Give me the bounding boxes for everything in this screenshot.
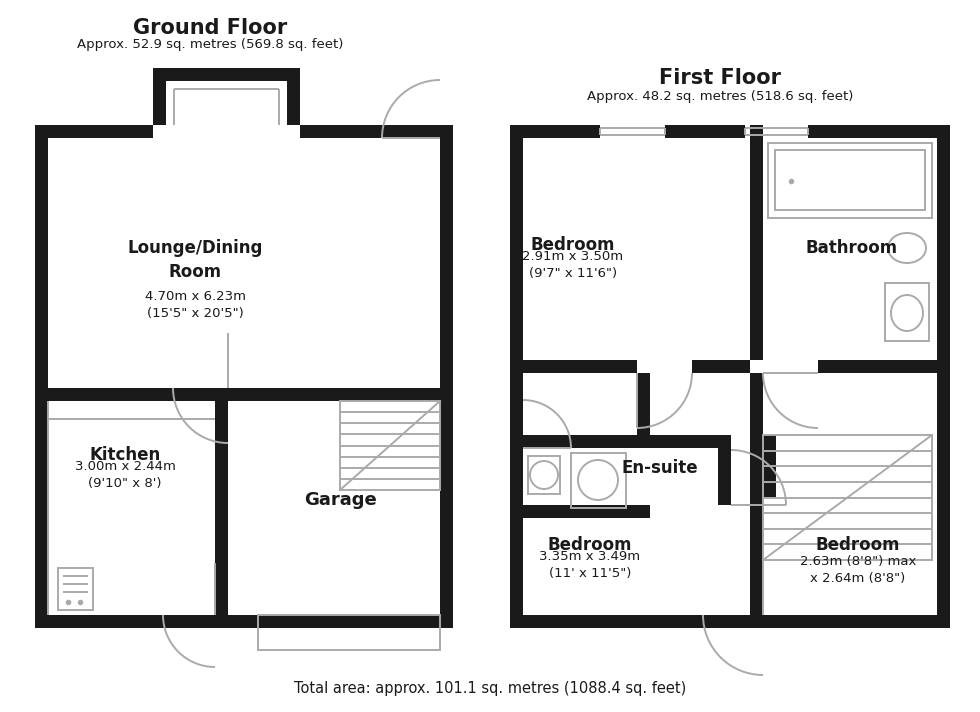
Bar	[35, 125, 153, 138]
Text: 4.70m x 6.23m
(15'5" x 20'5"): 4.70m x 6.23m (15'5" x 20'5")	[144, 290, 246, 320]
Bar	[510, 125, 600, 138]
Text: Approx. 48.2 sq. metres (518.6 sq. feet): Approx. 48.2 sq. metres (518.6 sq. feet)	[587, 90, 854, 103]
Text: En-suite: En-suite	[621, 459, 699, 477]
Bar	[528, 456, 560, 494]
Bar	[510, 615, 950, 628]
Bar	[637, 373, 650, 435]
Text: Kitchen: Kitchen	[89, 446, 161, 464]
Bar	[340, 401, 440, 490]
Bar	[750, 125, 763, 360]
Bar	[571, 453, 626, 508]
Bar	[523, 505, 650, 518]
Bar	[692, 360, 750, 373]
Bar	[440, 125, 453, 628]
Bar	[35, 615, 453, 628]
Bar	[153, 68, 166, 125]
Text: 3.00m x 2.44m
(9'10" x 8'): 3.00m x 2.44m (9'10" x 8')	[74, 460, 175, 490]
Text: Bedroom: Bedroom	[815, 536, 901, 554]
Bar	[215, 388, 228, 628]
Text: Total area: approx. 101.1 sq. metres (1088.4 sq. feet): Total area: approx. 101.1 sq. metres (10…	[294, 681, 686, 696]
Text: 2.91m x 3.50m
(9'7" x 11'6"): 2.91m x 3.50m (9'7" x 11'6")	[522, 250, 623, 280]
Bar	[763, 435, 932, 560]
Bar	[258, 615, 440, 650]
Bar	[768, 143, 932, 218]
Bar	[510, 360, 637, 373]
Bar	[300, 125, 453, 138]
Bar	[885, 283, 929, 341]
Text: Ground Floor: Ground Floor	[133, 18, 287, 38]
Bar	[510, 125, 523, 628]
Bar	[750, 373, 763, 628]
Bar	[35, 125, 48, 628]
Text: First Floor: First Floor	[659, 68, 781, 88]
Bar	[937, 125, 950, 628]
Text: Bedroom: Bedroom	[548, 536, 632, 554]
Bar	[228, 388, 453, 401]
Bar	[287, 68, 300, 125]
Bar	[665, 125, 745, 138]
Bar	[153, 68, 300, 81]
Text: Lounge/Dining
Room: Lounge/Dining Room	[127, 239, 263, 281]
Bar	[58, 568, 93, 610]
Text: Garage: Garage	[304, 491, 376, 509]
Bar	[718, 435, 731, 505]
Bar	[818, 360, 950, 373]
Text: 3.35m x 3.49m
(11' x 11'5"): 3.35m x 3.49m (11' x 11'5")	[539, 550, 641, 580]
Text: 2.63m (8'8") max
x 2.64m (8'8"): 2.63m (8'8") max x 2.64m (8'8")	[800, 555, 916, 585]
Text: Approx. 52.9 sq. metres (569.8 sq. feet): Approx. 52.9 sq. metres (569.8 sq. feet)	[76, 38, 343, 51]
Bar	[775, 150, 925, 210]
Bar	[35, 388, 215, 401]
Text: Bedroom: Bedroom	[531, 236, 615, 254]
Bar	[763, 435, 776, 497]
Text: Bathroom: Bathroom	[806, 239, 898, 257]
Bar	[523, 435, 718, 448]
Bar	[808, 125, 950, 138]
